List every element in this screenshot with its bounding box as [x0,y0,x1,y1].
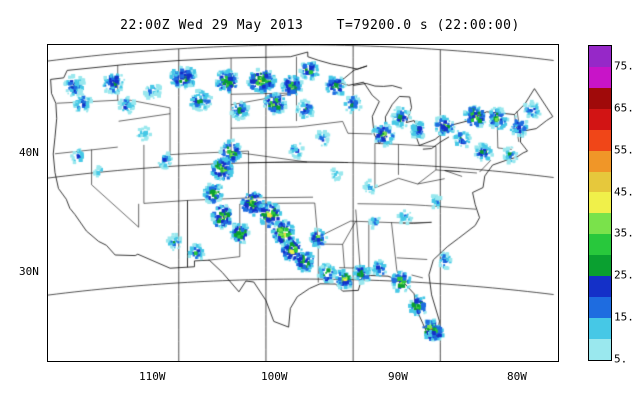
x-tick-label-90w: 90W [388,370,408,383]
colorbar[interactable] [588,45,612,361]
colorbar-segment [589,66,611,88]
x-tick-label-80w: 80W [507,370,527,383]
colorbar-tick-label: 65. [614,101,634,115]
x-tick-label-100w: 100W [261,370,288,383]
y-tick-label-30n: 30N [19,265,39,278]
y-tick-label-40n: 40N [19,146,39,159]
colorbar-segment [589,255,611,277]
colorbar-tick-label: 15. [614,310,634,324]
colorbar-segment [589,276,611,298]
chart-title: 22:00Z Wed 29 May 2013 T=79200.0 s (22:0… [120,18,520,33]
colorbar-segment [589,213,611,235]
colorbar-segment [589,46,611,67]
colorbar-segment [589,338,611,360]
colorbar-tick-label: 75. [614,59,634,73]
radar-reflectivity-map [48,45,558,361]
colorbar-tick-label: 35. [614,226,634,240]
colorbar-segment [589,297,611,318]
colorbar-segment [589,317,611,339]
colorbar-segment [589,87,611,109]
colorbar-tick-label: 45. [614,185,634,199]
x-tick-label-110w: 110W [139,370,166,383]
colorbar-segment [589,171,611,193]
colorbar-tick-label: 5. [614,352,628,366]
colorbar-segment [589,234,611,256]
colorbar-segment [589,129,611,151]
map-plot-area[interactable] [47,44,559,362]
colorbar-segment [589,150,611,172]
colorbar-segment [589,108,611,130]
colorbar-tick-label: 25. [614,268,634,282]
colorbar-tick-label: 55. [614,143,634,157]
colorbar-segment [589,192,611,214]
